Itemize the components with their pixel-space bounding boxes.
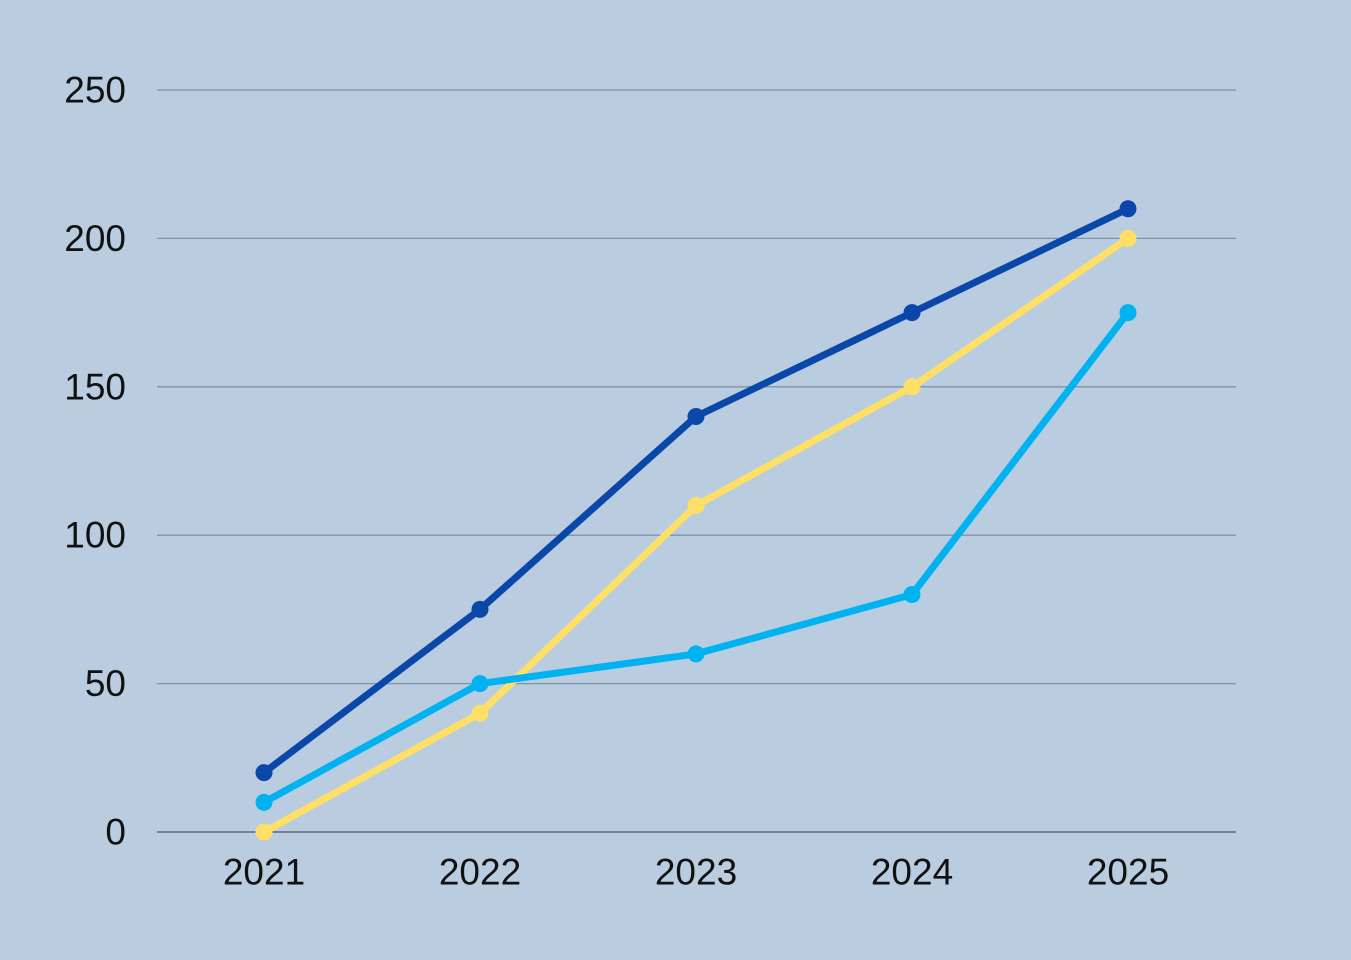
y-tick-label: 250: [64, 70, 126, 111]
data-point: [471, 675, 489, 693]
data-point: [903, 378, 921, 396]
data-point: [687, 407, 705, 425]
data-point: [687, 497, 705, 515]
series-lines: [255, 200, 1137, 841]
data-point: [903, 304, 921, 322]
x-tick-label: 2025: [1087, 852, 1169, 893]
x-tick-label: 2024: [871, 852, 953, 893]
data-point: [255, 793, 273, 811]
y-tick-label: 150: [64, 366, 126, 407]
series-line: [260, 309, 1132, 806]
y-tick-label: 0: [105, 812, 126, 853]
y-tick-label: 100: [64, 515, 126, 556]
data-point: [687, 645, 705, 663]
data-point: [255, 764, 273, 782]
y-axis-tick-labels: 0 50 100 150 200 250: [64, 70, 126, 853]
gridlines: [157, 89, 1236, 833]
x-tick-label: 2022: [439, 852, 521, 893]
data-point: [903, 586, 921, 604]
data-point: [471, 600, 489, 618]
x-tick-label: 2023: [655, 852, 737, 893]
data-point: [1119, 229, 1137, 247]
y-tick-label: 200: [64, 218, 126, 259]
series-1: [255, 200, 1137, 782]
x-axis-tick-labels: 2021 2022 2023 2024 2025: [223, 852, 1169, 893]
y-tick-label: 50: [85, 663, 126, 704]
data-point: [471, 704, 489, 722]
data-point: [1119, 304, 1137, 322]
series-3: [255, 304, 1137, 811]
series-2: [255, 229, 1137, 841]
series-line: [260, 205, 1132, 777]
data-point: [255, 823, 273, 841]
data-point: [1119, 200, 1137, 218]
x-tick-label: 2021: [223, 852, 305, 893]
